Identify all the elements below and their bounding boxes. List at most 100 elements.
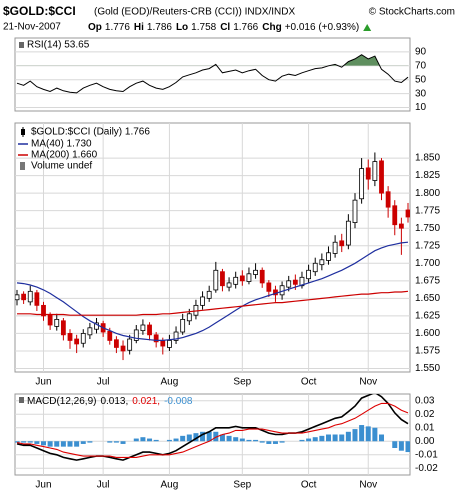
plot [15,51,410,109]
candle-body [107,330,113,341]
up-arrow [363,24,372,31]
x-tick-label: Oct [301,377,317,388]
x-tick-label: Jul [97,480,110,491]
candle-body [15,294,20,301]
quote-label: Cl [220,22,230,33]
histogram-bar [87,441,93,443]
histogram-bar [345,431,351,442]
histogram-bar [74,441,80,447]
histogram-bar [120,441,126,444]
candle-body [21,293,27,301]
histogram-bar [80,441,86,444]
histogram-bar [180,435,186,442]
quote-label: Lo [176,22,188,33]
histogram-bar [312,437,318,442]
histogram-bar [359,425,365,442]
histogram-bar [306,438,312,442]
candle-body [153,334,159,343]
panel-icon [19,397,24,403]
candle-body [160,340,166,347]
y-tick-label: 1.825 [415,170,440,181]
histogram-bar [339,434,345,442]
candle-body [220,271,225,287]
histogram-bar [352,429,358,442]
y-tick-label: 70 [415,60,427,71]
candle-body [41,304,46,317]
candle-body [345,220,351,246]
x-tick-label: Nov [359,480,377,491]
candle-body [319,259,325,266]
histogram-bar [173,438,179,442]
legend-label: 0.021, [132,396,160,407]
histogram-bar [54,441,60,447]
copyright: © StockCharts.com [369,7,455,18]
y-tick-label: 1.800 [415,188,440,199]
x-tick-label: Jun [35,480,51,491]
candle-body [392,205,398,226]
panel-title: $GOLD:$CCI (Daily) 1.766 [31,127,150,138]
candle-body [74,338,80,345]
candle-body [266,282,272,292]
histogram-bar [372,427,378,442]
histogram-bar [60,441,66,447]
y-tick-label: 1.550 [415,363,440,374]
histogram-bar [166,439,172,442]
x-tick-label: Oct [301,480,317,491]
y-tick-label: -0.02 [415,463,438,474]
candle-body [299,276,305,287]
date: 21-Nov-2007 [3,22,61,33]
candle-body [286,280,292,288]
candle-body [200,296,205,306]
histogram-bar [272,441,278,444]
y-tick-label: 1.700 [415,258,440,269]
histogram-bar [259,441,265,443]
histogram-bar [27,441,33,443]
candle-body [54,318,60,327]
overbought-fill [16,54,409,66]
rsi-line [16,54,409,94]
panel-title: RSI(14) 53.65 [27,40,90,51]
legend: MACD(12,26,9) 0.013, 0.021, -0.008 [27,396,193,407]
histogram-bar [266,441,272,444]
candle-body [60,320,66,336]
candle-body [173,331,179,341]
histogram-bar [34,441,40,444]
y-tick-label: 1.750 [415,223,440,234]
histogram-bar [405,441,410,453]
macd-line [16,402,409,458]
quote-value: 1.758 [191,22,216,33]
histogram-bar [140,437,146,442]
candle-body [213,269,219,291]
candle-body [339,240,345,247]
candle-body [292,279,298,285]
panel [14,37,411,112]
histogram-bar [365,426,371,442]
x-tick-label: Jul [97,377,110,388]
candle-body [94,322,99,330]
y-tick-label: 1.675 [415,275,440,286]
histogram-bar [206,431,212,442]
macd-line [16,394,409,461]
histogram-bar [325,434,331,442]
candle-body [259,269,265,284]
x-tick-label: Jun [35,377,51,388]
description: (Gold (EOD)/Reuters-CRB (CCI)) INDX/INDX [94,7,295,18]
x-tick-label: Nov [359,377,377,388]
histogram-bar [107,441,113,443]
histogram-bar [133,438,139,442]
candle-body [312,262,318,273]
legend-label: MA(40) 1.730 [31,139,92,150]
y-tick-label: 1.600 [415,328,440,339]
candle-body [233,276,239,285]
candle-body [87,327,93,336]
panel [14,122,411,373]
legend-icon [21,129,25,135]
quote: Op 1.776 Hi 1.786 Lo 1.758 Cl 1.766 Chg +0.016 (+… [88,22,359,33]
candle-body [133,329,139,341]
candle-body [127,338,133,351]
x-tick-label: Sep [233,480,251,491]
histogram-bar [40,441,46,446]
candle-body [114,339,119,348]
candle-body [140,324,146,332]
candle-body [206,290,212,299]
